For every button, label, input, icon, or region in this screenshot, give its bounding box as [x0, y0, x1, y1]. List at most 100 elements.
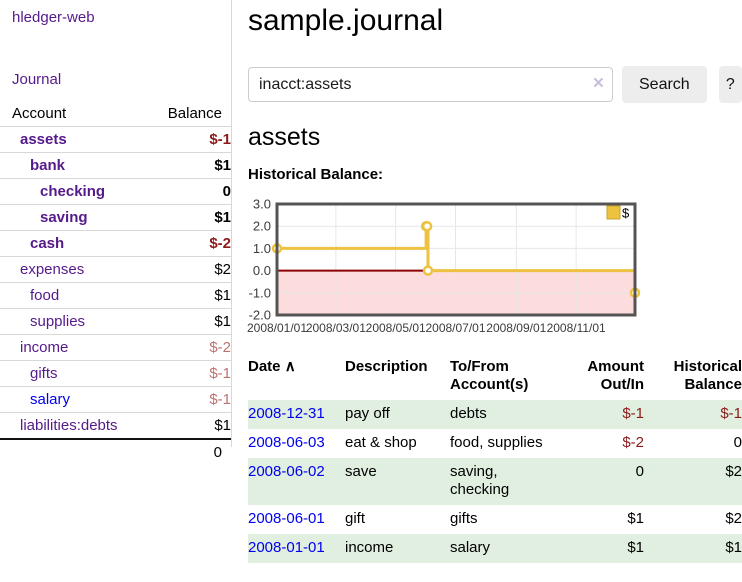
- main-content: sample.journal × Search ? assets Histori…: [247, 0, 742, 563]
- description-cell: save: [345, 463, 377, 480]
- chart-border: [275, 202, 637, 317]
- register-header-balance: Historical Balance: [673, 358, 742, 393]
- transaction-date-link[interactable]: 2008-06-03: [248, 434, 325, 451]
- accounts-cell: salary: [450, 539, 491, 556]
- date-cell: 2008-06-03: [248, 429, 345, 458]
- account-balance: $1: [214, 417, 231, 434]
- accounts-cell: saving, checking: [450, 463, 510, 498]
- account-balance: $-1: [209, 131, 231, 148]
- description-cell: eat & shop: [345, 434, 417, 451]
- account-name-cell: gifts: [0, 361, 150, 387]
- register-header-amount: Amount Out/In: [587, 358, 644, 393]
- y-axis-tick-label: 1.0: [253, 241, 271, 256]
- account-link-assets[interactable]: assets: [20, 131, 67, 148]
- account-link-liabilities-debts[interactable]: liabilities:debts: [20, 417, 118, 434]
- account-name-cell: supplies: [0, 309, 150, 335]
- account-link-expenses[interactable]: expenses: [20, 261, 85, 278]
- search-button[interactable]: Search: [622, 66, 707, 103]
- search-input[interactable]: [248, 67, 613, 102]
- account-link-income[interactable]: income: [20, 339, 69, 356]
- sort-asc-icon: ∧: [284, 358, 296, 375]
- register-table: Date ∧ Description To/From Account(s) Am…: [248, 356, 742, 563]
- account-link-gifts[interactable]: gifts: [30, 365, 58, 382]
- account-name-cell: liabilities:debts: [0, 413, 150, 440]
- balance-chart-svg: 3.0 2.0 1.0 0.0 -1.0 -2.02008/01/012008/03/01…: [247, 197, 641, 335]
- y-axis-tick-label: -1.0: [249, 285, 271, 300]
- account-row: income $-2: [0, 334, 231, 361]
- balance-cell: $2: [725, 510, 742, 527]
- accounts-table: Account Balance assets $-1 bank $1 checking 0…: [0, 101, 231, 465]
- date-cell: 2008-12-31: [248, 400, 345, 429]
- sidebar: hledger-web Journal Account Balance asse…: [0, 0, 232, 461]
- transaction-row: 2008-12-31 pay off debts $-1 $-1: [248, 400, 742, 429]
- account-row: salary $-1: [0, 386, 231, 413]
- transaction-date-link[interactable]: 2008-06-02: [248, 463, 325, 480]
- accounts-total-row: 0: [0, 439, 231, 465]
- register-header-description: Description: [345, 358, 428, 375]
- account-name-cell: bank: [0, 153, 150, 179]
- account-row: saving $1: [0, 204, 231, 231]
- transaction-row: 2008-06-02 save saving, checking 0 $2: [248, 458, 742, 505]
- account-row: food $1: [0, 282, 231, 309]
- y-axis-tick-label: -2.0: [249, 308, 271, 323]
- account-row: bank $1: [0, 152, 231, 179]
- x-axis-tick-label: 2008/07/01: [425, 321, 485, 335]
- transaction-date-link[interactable]: 2008-01-01: [248, 539, 325, 556]
- account-link-supplies[interactable]: supplies: [30, 313, 86, 330]
- description-cell: gift: [345, 510, 366, 527]
- clear-search-icon[interactable]: ×: [592, 73, 604, 94]
- account-heading: assets: [248, 123, 321, 151]
- amount-cell: 0: [635, 463, 644, 480]
- register-header-accounts: To/From Account(s): [450, 358, 529, 393]
- x-axis-tick-label: 2008/11/01: [547, 321, 606, 335]
- transaction-row: 2008-06-01 gift gifts $1 $2: [248, 505, 742, 534]
- date-cell: 2008-06-02: [248, 458, 345, 505]
- app-title-link[interactable]: hledger-web: [12, 9, 95, 26]
- nav-journal-link[interactable]: Journal: [12, 71, 62, 88]
- account-row: checking 0: [0, 178, 231, 205]
- account-link-salary[interactable]: salary: [30, 391, 71, 408]
- accounts-cell: food, supplies: [450, 434, 543, 451]
- transaction-date-link[interactable]: 2008-12-31: [248, 405, 325, 422]
- help-button[interactable]: ?: [718, 66, 742, 103]
- account-link-checking[interactable]: checking: [40, 183, 106, 200]
- account-row: liabilities:debts $1: [0, 412, 231, 440]
- x-axis-tick-label: 2008/09/01: [486, 321, 546, 335]
- account-name-cell: salary: [0, 387, 150, 413]
- account-link-food[interactable]: food: [30, 287, 60, 304]
- account-name-cell: food: [0, 283, 150, 309]
- description-cell: pay off: [345, 405, 390, 422]
- balance-cell: $-1: [720, 405, 742, 422]
- date-cell: 2008-01-01: [248, 534, 345, 563]
- account-balance: $1: [214, 157, 231, 174]
- accounts-header-account: Account: [12, 105, 67, 122]
- account-balance: $1: [214, 313, 231, 330]
- account-link-saving[interactable]: saving: [40, 209, 88, 226]
- y-axis-tick-label: 3.0: [253, 197, 271, 212]
- register-header-date[interactable]: Date ∧: [248, 358, 296, 375]
- account-balance: $2: [214, 261, 231, 278]
- chart-title: Historical Balance:: [248, 166, 384, 183]
- account-balance: $1: [214, 287, 231, 304]
- amount-cell: $-2: [622, 434, 644, 451]
- account-balance: $-1: [209, 365, 231, 382]
- y-axis-tick-label: 0.0: [253, 263, 271, 278]
- account-link-bank[interactable]: bank: [30, 157, 66, 174]
- account-balance: 0: [222, 183, 231, 200]
- balance-cell: $2: [725, 463, 742, 480]
- search-form: × Search ?: [248, 66, 742, 103]
- balance-cell: 0: [733, 434, 742, 451]
- account-link-cash[interactable]: cash: [30, 235, 65, 252]
- y-axis-tick-label: 2.0: [253, 219, 271, 234]
- x-axis-tick-label: 2008/03/01: [306, 321, 366, 335]
- description-cell: income: [345, 539, 394, 556]
- legend-swatch: [606, 205, 621, 220]
- account-name-cell: cash: [0, 231, 150, 257]
- search-input-wrap: ×: [248, 67, 613, 102]
- amount-cell: $-1: [622, 405, 644, 422]
- account-balance: $-2: [209, 339, 231, 356]
- data-point-marker: [422, 265, 434, 276]
- account-balance: $-2: [209, 235, 231, 252]
- transaction-date-link[interactable]: 2008-06-01: [248, 510, 325, 527]
- register-header-row: Date ∧ Description To/From Account(s) Am…: [248, 356, 742, 400]
